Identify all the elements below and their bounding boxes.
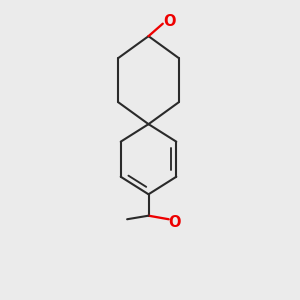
Text: O: O — [163, 14, 176, 29]
Text: O: O — [168, 215, 180, 230]
